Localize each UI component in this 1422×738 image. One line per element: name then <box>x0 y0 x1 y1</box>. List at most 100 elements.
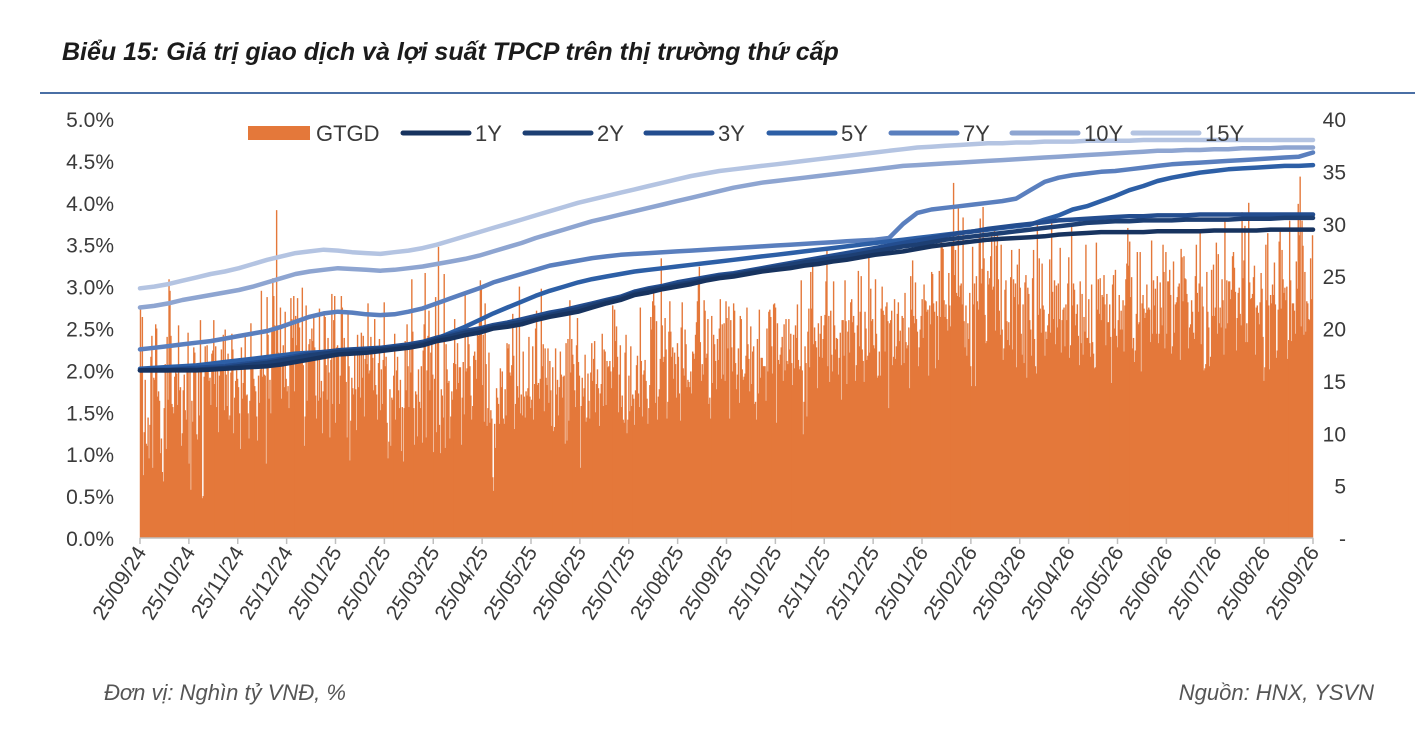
bar <box>1196 292 1199 538</box>
bar <box>969 292 971 538</box>
bar <box>730 320 732 538</box>
bar <box>480 287 483 538</box>
bar <box>609 360 611 538</box>
bar <box>931 274 934 538</box>
bar <box>997 279 1000 538</box>
bar <box>1120 310 1122 538</box>
title-divider <box>40 92 1415 94</box>
bar <box>525 391 527 538</box>
bar <box>1251 293 1254 538</box>
bar <box>383 302 385 538</box>
bar <box>1029 320 1031 538</box>
bar <box>386 422 388 538</box>
bar <box>207 362 209 538</box>
bar <box>228 419 230 538</box>
bar <box>307 353 309 538</box>
legend-label: 5Y <box>841 121 868 146</box>
bar <box>1213 315 1216 538</box>
bar <box>357 387 360 538</box>
bar <box>234 380 237 539</box>
bar <box>539 378 542 538</box>
legend-item-2y: 2Y <box>522 121 624 146</box>
bar <box>492 477 494 538</box>
bar <box>484 303 486 538</box>
bar <box>467 327 469 538</box>
bar <box>1062 309 1064 538</box>
bar <box>612 305 614 538</box>
bar <box>1089 356 1092 538</box>
bar <box>801 370 803 538</box>
bar <box>928 375 930 538</box>
bar <box>842 320 844 538</box>
bar <box>178 390 181 538</box>
bar <box>970 366 972 538</box>
bar <box>392 399 394 538</box>
bar <box>400 451 403 538</box>
bar <box>417 369 420 538</box>
bar <box>548 402 550 538</box>
bar <box>475 378 478 538</box>
bar <box>792 334 795 538</box>
bar <box>1049 259 1051 538</box>
bar <box>1128 265 1130 538</box>
bar <box>1159 282 1161 538</box>
bar <box>1089 343 1091 538</box>
bar <box>168 279 170 538</box>
bar <box>1281 249 1283 538</box>
bar <box>1124 305 1126 538</box>
bar <box>865 328 867 538</box>
bar <box>1286 286 1288 538</box>
bar <box>1172 261 1175 538</box>
bar <box>277 352 280 538</box>
bar <box>1054 344 1057 538</box>
bar <box>1048 313 1050 538</box>
bar <box>1068 257 1070 538</box>
bar <box>354 389 357 538</box>
bar <box>513 355 515 538</box>
bar <box>614 341 617 538</box>
series-line-1y <box>137 227 1316 373</box>
bar <box>1207 311 1209 538</box>
bar <box>745 355 747 538</box>
bar <box>719 299 722 538</box>
bar <box>206 345 208 538</box>
bar <box>606 360 608 538</box>
bar <box>1146 284 1148 538</box>
bar <box>1090 284 1093 538</box>
bar <box>1300 326 1302 538</box>
bar <box>1238 287 1240 538</box>
bar <box>1212 264 1215 538</box>
bar <box>490 410 492 538</box>
bar <box>433 378 436 538</box>
bar <box>1140 371 1142 538</box>
bar <box>647 423 649 538</box>
bar <box>240 347 243 538</box>
bar <box>165 448 167 538</box>
y-right-tick-label: 35 <box>1323 161 1346 184</box>
bar <box>545 377 547 538</box>
bar <box>508 344 510 538</box>
bar <box>1051 291 1054 538</box>
bar <box>170 335 172 538</box>
bar <box>360 332 363 538</box>
bar <box>1008 322 1010 538</box>
bar <box>175 373 178 538</box>
bar <box>428 310 430 538</box>
bar <box>853 332 856 538</box>
bar <box>152 467 154 538</box>
bar <box>370 336 372 538</box>
bar <box>308 344 310 538</box>
bar <box>633 424 636 538</box>
bar <box>1308 319 1310 538</box>
bar <box>326 399 328 538</box>
bar <box>741 369 743 538</box>
bar <box>718 328 721 538</box>
bar <box>1296 288 1298 538</box>
bar <box>553 426 556 538</box>
bar <box>1129 297 1132 538</box>
bar <box>743 376 745 538</box>
bar <box>379 410 382 538</box>
bar <box>1137 324 1139 538</box>
bar <box>870 288 872 538</box>
